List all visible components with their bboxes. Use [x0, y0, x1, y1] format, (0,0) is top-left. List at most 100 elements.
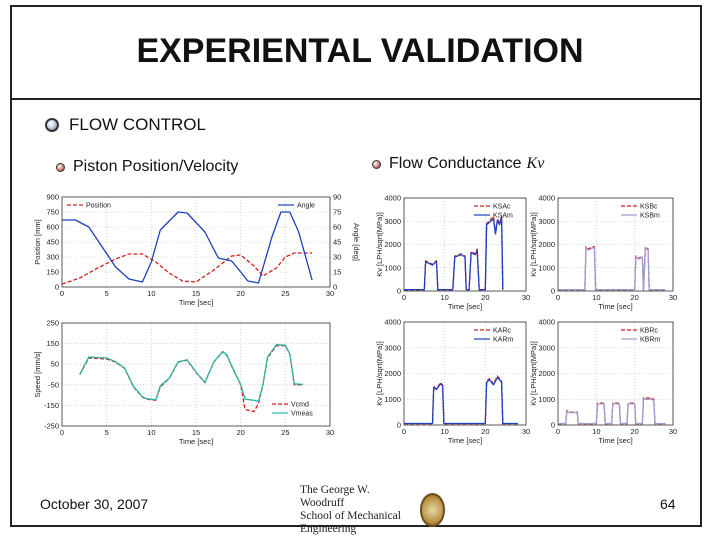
- slide-title: EXPERIENTAL VALIDATION: [136, 32, 584, 70]
- legend-label: KBRc: [640, 328, 658, 335]
- y-tick-label: 150: [46, 339, 59, 348]
- bullet-piston: Piston Position/Velocity: [56, 158, 238, 176]
- title-divider: [10, 98, 702, 100]
- x-tick-label: 0: [556, 293, 560, 302]
- logo-line-2: School of Mechanical Engineering: [300, 510, 401, 535]
- y-tick-label: 250: [46, 319, 59, 328]
- x-tick-label: 20: [481, 427, 489, 436]
- bullet-piston-text: Piston Position/Velocity: [73, 158, 239, 175]
- x-axis-label: Time [sec]: [179, 437, 213, 446]
- x-tick-label: 10: [440, 427, 448, 436]
- x-tick-label: 10: [592, 293, 600, 302]
- legend-label: Vmeas: [291, 411, 313, 418]
- y2-tick-label: 30: [333, 253, 341, 262]
- seal-icon: [419, 493, 445, 527]
- y-axis-label: Kv [LPH/sqrt(MPa)]: [375, 341, 384, 406]
- legend-label: KSBm: [640, 213, 660, 220]
- x-tick-label: 30: [326, 289, 334, 298]
- y-tick-label: 600: [46, 223, 59, 232]
- y2-tick-label: 45: [333, 238, 341, 247]
- x-tick-label: 0: [60, 289, 64, 298]
- x-axis-label: Time [sec]: [448, 436, 482, 445]
- legend-label: Position: [86, 203, 111, 210]
- x-tick-label: 25: [281, 289, 289, 298]
- y-tick-label: 0: [55, 283, 59, 292]
- kv-symbol: Kv: [526, 155, 545, 172]
- y-tick-label: 3000: [538, 217, 555, 226]
- bullet-flow-conductance: Flow Conductance Kv: [372, 155, 544, 173]
- legend-label: Vcmd: [291, 402, 309, 409]
- chart-svg: 0 10 20 30 0 1000 2000 3000 4000 Time [sec] Kv [LP…: [375, 194, 530, 312]
- y-axis-label: Kv [LPH/sqrt(MPa)]: [529, 212, 538, 277]
- x-tick-label: 30: [669, 293, 677, 302]
- series-line-vmeas: [79, 343, 304, 402]
- x-tick-label: 10: [440, 293, 448, 302]
- y-tick-label: 4000: [384, 194, 401, 203]
- chart-kv-ksb: 0 10 20 30 0 1000 2000 3000 4000 Time [sec] Kv [LP…: [529, 194, 677, 313]
- plot-frame: [557, 197, 674, 292]
- x-tick-label: 0: [556, 427, 560, 436]
- y-tick-label: 2000: [538, 240, 555, 249]
- y-tick-label: 2000: [384, 240, 401, 249]
- series-line-ksam: [404, 217, 504, 291]
- x-tick-label: 20: [236, 289, 244, 298]
- y-tick-label: 1000: [538, 263, 555, 272]
- y2-tick-label: 60: [333, 223, 341, 232]
- x-tick-label: 0: [402, 293, 406, 302]
- y2-axis-label: Angle [deg]: [352, 223, 361, 261]
- series-line-karm: [404, 376, 518, 425]
- y-tick-label: 450: [46, 238, 59, 247]
- y-axis-label: Kv [LPH/sqrt(MPa)]: [529, 341, 538, 406]
- chart-speed: 0 5 10 15 20 25 30 -250 -150 -50 50 150 250 Time [sec…: [33, 319, 334, 448]
- y-tick-label: 750: [46, 208, 59, 217]
- y-tick-label: 4000: [538, 318, 555, 327]
- y-tick-label: 0: [397, 287, 401, 296]
- chart-kv-kbr: 0 10 20 30 0 1000 2000 3000 4000 Time [sec] Kv [LP…: [529, 318, 677, 447]
- chart-svg: 0 10 20 30 0 1000 2000 3000 4000 Time [sec] Kv [LP…: [529, 194, 677, 312]
- chart-svg: 0 10 20 30 0 1000 2000 3000 4000 Time [sec] Kv [LP…: [375, 318, 530, 446]
- x-axis-label: Time [sec]: [598, 302, 632, 311]
- legend-label: KARc: [493, 328, 511, 335]
- legend-label: KBRm: [640, 337, 660, 344]
- x-tick-label: 10: [147, 289, 155, 298]
- y-axis-label: Speed [mm/s]: [33, 351, 42, 397]
- y-tick-label: -50: [48, 380, 59, 389]
- bullet-flow-control-text: FLOW CONTROL: [69, 115, 206, 134]
- x-tick-label: 0: [402, 427, 406, 436]
- legend-label: KSBc: [640, 204, 658, 211]
- x-tick-label: 30: [522, 293, 530, 302]
- series-line-karc: [404, 375, 518, 425]
- logo-line-1: The George W. Woodruff: [300, 484, 370, 509]
- x-tick-label: 30: [669, 427, 677, 436]
- y-tick-label: 0: [397, 421, 401, 430]
- x-tick-label: 5: [105, 428, 109, 437]
- y-tick-label: 2000: [384, 369, 401, 378]
- chart-position-angle: 0 5 10 15 20 25 30 0 150 300 450 600 750 900 0 15 30 45 60…: [33, 193, 361, 309]
- series-line-ksbm: [558, 247, 666, 291]
- y-tick-label: -250: [44, 422, 59, 431]
- y-tick-label: 3000: [384, 343, 401, 352]
- series-line-position: [61, 252, 313, 285]
- x-tick-label: 25: [281, 428, 289, 437]
- y-tick-label: 0: [551, 421, 555, 430]
- x-axis-label: Time [sec]: [598, 436, 632, 445]
- plot-frame: [557, 321, 674, 426]
- x-axis-label: Time [sec]: [448, 302, 482, 311]
- y-tick-label: 50: [51, 360, 59, 369]
- x-tick-label: 30: [326, 428, 334, 437]
- y-tick-label: -150: [44, 401, 59, 410]
- y-tick-label: 1000: [538, 395, 555, 404]
- chart-kv-ksa: 0 10 20 30 0 1000 2000 3000 4000 Time [sec] Kv [LP…: [375, 194, 530, 313]
- x-tick-label: 0: [60, 428, 64, 437]
- chart-svg: 0 10 20 30 0 1000 2000 3000 4000 Time [sec] Kv [LP…: [529, 318, 677, 446]
- chart-kv-kar: 0 10 20 30 0 1000 2000 3000 4000 Time [sec] Kv [LP…: [375, 318, 530, 447]
- x-tick-label: 10: [147, 428, 155, 437]
- slide-frame: [10, 5, 702, 527]
- chart-svg: 0 5 10 15 20 25 30 -250 -150 -50 50 150 250 Time [sec…: [33, 319, 334, 447]
- legend-label: Angle: [297, 203, 315, 210]
- plot-frame: [403, 197, 527, 292]
- bullet-icon: [56, 162, 65, 172]
- footer-date: October 30, 2007: [40, 496, 149, 512]
- y-tick-label: 900: [46, 193, 59, 202]
- y2-tick-label: 90: [333, 193, 341, 202]
